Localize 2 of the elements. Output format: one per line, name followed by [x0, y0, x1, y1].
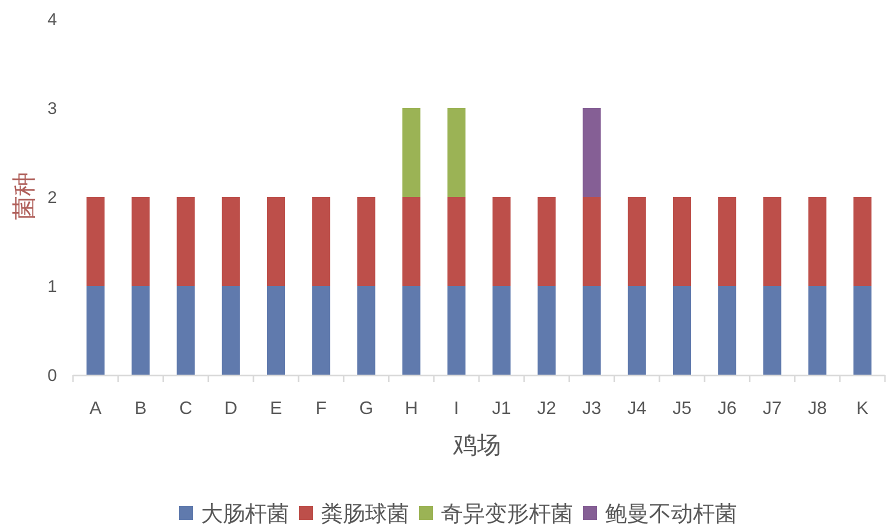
legend-label: 粪肠球菌 — [321, 501, 409, 526]
legend-label: 大肠杆菌 — [201, 501, 289, 526]
